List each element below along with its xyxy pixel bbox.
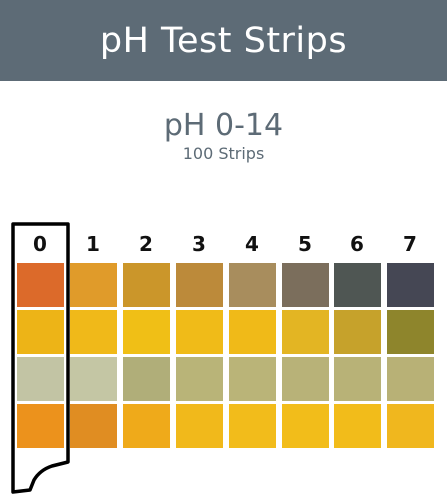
ph-label-5: 5 bbox=[298, 232, 312, 256]
ph-label-1: 1 bbox=[86, 232, 100, 256]
color-pad-ph6-row3 bbox=[334, 357, 381, 401]
color-pad-ph2-row1 bbox=[123, 263, 170, 307]
ph-label-4: 4 bbox=[245, 232, 259, 256]
color-pad-ph2-row2 bbox=[123, 310, 170, 354]
color-pad-ph3-row3 bbox=[176, 357, 223, 401]
color-pad-ph7-row1 bbox=[387, 263, 434, 307]
header-bar: pH Test Strips bbox=[0, 0, 447, 81]
color-pad-ph3-row2 bbox=[176, 310, 223, 354]
color-pad-ph6-row2 bbox=[334, 310, 381, 354]
test-strip-outline bbox=[11, 222, 70, 494]
color-pad-ph3-row1 bbox=[176, 263, 223, 307]
color-pad-ph0-row4 bbox=[17, 404, 64, 448]
product-info: pH 0-14 100 Strips bbox=[0, 106, 447, 162]
color-pad-ph6-row1 bbox=[334, 263, 381, 307]
ph-label-7: 7 bbox=[403, 232, 417, 256]
color-pad-ph4-row3 bbox=[229, 357, 276, 401]
ph-label-3: 3 bbox=[192, 232, 206, 256]
color-pad-ph5-row4 bbox=[282, 404, 329, 448]
page-title: pH Test Strips bbox=[99, 20, 348, 61]
color-pad-ph2-row4 bbox=[123, 404, 170, 448]
ph-label-0: 0 bbox=[33, 232, 47, 256]
color-pad-ph0-row2 bbox=[17, 310, 64, 354]
color-pad-ph5-row1 bbox=[282, 263, 329, 307]
color-pad-ph0-row1 bbox=[17, 263, 64, 307]
color-pad-ph5-row3 bbox=[282, 357, 329, 401]
color-pad-ph7-row3 bbox=[387, 357, 434, 401]
color-pad-ph7-row2 bbox=[387, 310, 434, 354]
color-pad-ph1-row3 bbox=[70, 357, 117, 401]
color-pad-ph5-row2 bbox=[282, 310, 329, 354]
color-pad-ph2-row3 bbox=[123, 357, 170, 401]
ph-range-label: pH 0-14 bbox=[163, 108, 284, 143]
color-pad-ph1-row2 bbox=[70, 310, 117, 354]
color-pad-ph4-row2 bbox=[229, 310, 276, 354]
strip-count-label: 100 Strips bbox=[182, 144, 265, 163]
color-pad-ph4-row1 bbox=[229, 263, 276, 307]
color-pad-ph1-row1 bbox=[70, 263, 117, 307]
color-pad-ph6-row4 bbox=[334, 404, 381, 448]
ph-label-2: 2 bbox=[139, 232, 153, 256]
color-pad-ph0-row3 bbox=[17, 357, 64, 401]
color-pad-ph3-row4 bbox=[176, 404, 223, 448]
color-pad-ph1-row4 bbox=[70, 404, 117, 448]
ph-label-6: 6 bbox=[350, 232, 364, 256]
color-pad-ph7-row4 bbox=[387, 404, 434, 448]
color-pad-ph4-row4 bbox=[229, 404, 276, 448]
